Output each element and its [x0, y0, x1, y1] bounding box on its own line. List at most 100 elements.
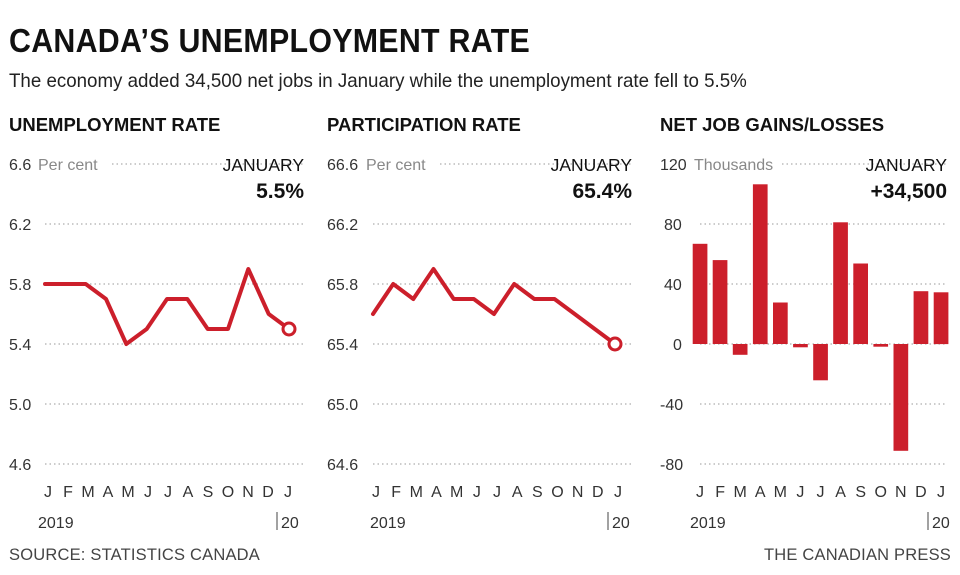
unit-label: Per cent [38, 157, 98, 174]
x-tick-label: F [391, 484, 401, 501]
x-tick-label: J [696, 484, 704, 501]
x-tick-label: D [262, 484, 274, 501]
y-tick-label: -80 [660, 457, 683, 474]
bar [933, 292, 949, 345]
y-tick-label: 0 [673, 337, 682, 354]
bar [752, 184, 768, 345]
y-tick-label: 80 [664, 217, 682, 234]
x-tick-label: N [572, 484, 584, 501]
y-tick-label: 65.8 [327, 277, 358, 294]
x-tick-label: J [372, 484, 380, 501]
x-tick-label: A [103, 484, 114, 501]
x-tick-label: A [755, 484, 766, 501]
callout-value: 5.5% [256, 180, 304, 203]
x-tick-label: O [551, 484, 563, 501]
callout-label: JANUARY [551, 155, 633, 175]
source-note: SOURCE: STATISTICS CANADA [9, 546, 261, 564]
panel-participation-rate: PARTICIPATION RATE 66.6 66.2 65.8 65.4 6… [327, 114, 633, 532]
bar [853, 263, 868, 344]
x-tick-label: J [473, 484, 481, 501]
panel-unemployment-rate: UNEMPLOYMENT RATE 6.6 6.2 5.8 5.4 5.0 4.… [9, 114, 305, 532]
x-tick-label: S [855, 484, 866, 501]
x-tick-label: M [774, 484, 787, 501]
chart-title: CANADA’S UNEMPLOYMENT RATE [9, 22, 531, 59]
unit-label: Per cent [366, 157, 426, 174]
panel-title: UNEMPLOYMENT RATE [9, 114, 220, 135]
x-tick-label: D [915, 484, 927, 501]
x-tick-label: J [164, 484, 172, 501]
x-tick-label: S [532, 484, 543, 501]
y-tick-label: 6.6 [9, 157, 31, 174]
x-tick-label: J [493, 484, 501, 501]
y-tick-label: -40 [660, 397, 683, 414]
bar [732, 344, 748, 355]
x-tick-label: J [44, 484, 52, 501]
panel-title: NET JOB GAINS/LOSSES [660, 114, 884, 135]
unit-label: Thousands [694, 157, 773, 174]
x-tick-label: N [242, 484, 254, 501]
x-tick-label: M [410, 484, 423, 501]
y-tick-label: 65.0 [327, 397, 358, 414]
x-tick-label: M [121, 484, 134, 501]
latest-point-marker [607, 336, 623, 352]
credit-note: THE CANADIAN PRESS [764, 546, 951, 564]
x-tick-label: A [512, 484, 523, 501]
callout-label: JANUARY [223, 155, 305, 175]
x-tick-label: J [284, 484, 292, 501]
y-tick-label: 65.4 [327, 337, 358, 354]
y-tick-label: 5.4 [9, 337, 31, 354]
bar [712, 260, 728, 344]
year-label-start: 2019 [38, 515, 74, 532]
x-tick-label: S [203, 484, 214, 501]
x-tick-label: A [835, 484, 846, 501]
x-tick-label: M [450, 484, 463, 501]
bar [893, 344, 909, 451]
x-tick-label: J [817, 484, 825, 501]
x-tick-label: A [183, 484, 194, 501]
bar [813, 344, 828, 381]
y-tick-label: 4.6 [9, 457, 31, 474]
callout-value: 65.4% [572, 180, 632, 203]
y-tick-label: 120 [660, 157, 687, 174]
x-tick-label: J [614, 484, 622, 501]
bar [692, 243, 708, 344]
x-tick-label: M [734, 484, 747, 501]
year-label-end: 20 [281, 515, 299, 532]
latest-point-marker [281, 321, 297, 337]
panel-net-job-gains-losses: NET JOB GAINS/LOSSES 120 80 40 0 -40 -80… [660, 114, 950, 532]
x-tick-label: A [431, 484, 442, 501]
chart-subtitle: The economy added 34,500 net jobs in Jan… [9, 70, 747, 92]
series-line [371, 267, 617, 346]
panel-title: PARTICIPATION RATE [327, 114, 521, 135]
y-tick-label: 66.6 [327, 157, 358, 174]
x-tick-label: O [875, 484, 887, 501]
series-line [43, 267, 291, 346]
x-tick-label: J [796, 484, 804, 501]
y-tick-label: 66.2 [327, 217, 358, 234]
year-label-end: 20 [612, 515, 630, 532]
bar [913, 291, 929, 344]
x-tick-label: J [144, 484, 152, 501]
year-label-start: 2019 [690, 515, 726, 532]
y-tick-label: 64.6 [327, 457, 358, 474]
x-tick-label: M [81, 484, 94, 501]
y-tick-label: 5.8 [9, 277, 31, 294]
year-label-start: 2019 [370, 515, 406, 532]
x-tick-label: O [222, 484, 234, 501]
x-tick-label: F [715, 484, 725, 501]
callout-value: +34,500 [871, 180, 948, 203]
bar [833, 222, 848, 344]
x-tick-label: N [895, 484, 907, 501]
x-tick-label: J [937, 484, 945, 501]
x-tick-label: D [592, 484, 604, 501]
bar [773, 302, 788, 344]
callout-label: JANUARY [866, 155, 948, 175]
y-tick-label: 6.2 [9, 217, 31, 234]
y-tick-label: 40 [664, 277, 682, 294]
year-label-end: 20 [932, 515, 950, 532]
bar [793, 344, 808, 348]
x-tick-label: F [63, 484, 73, 501]
bar [873, 344, 889, 347]
y-tick-label: 5.0 [9, 397, 31, 414]
